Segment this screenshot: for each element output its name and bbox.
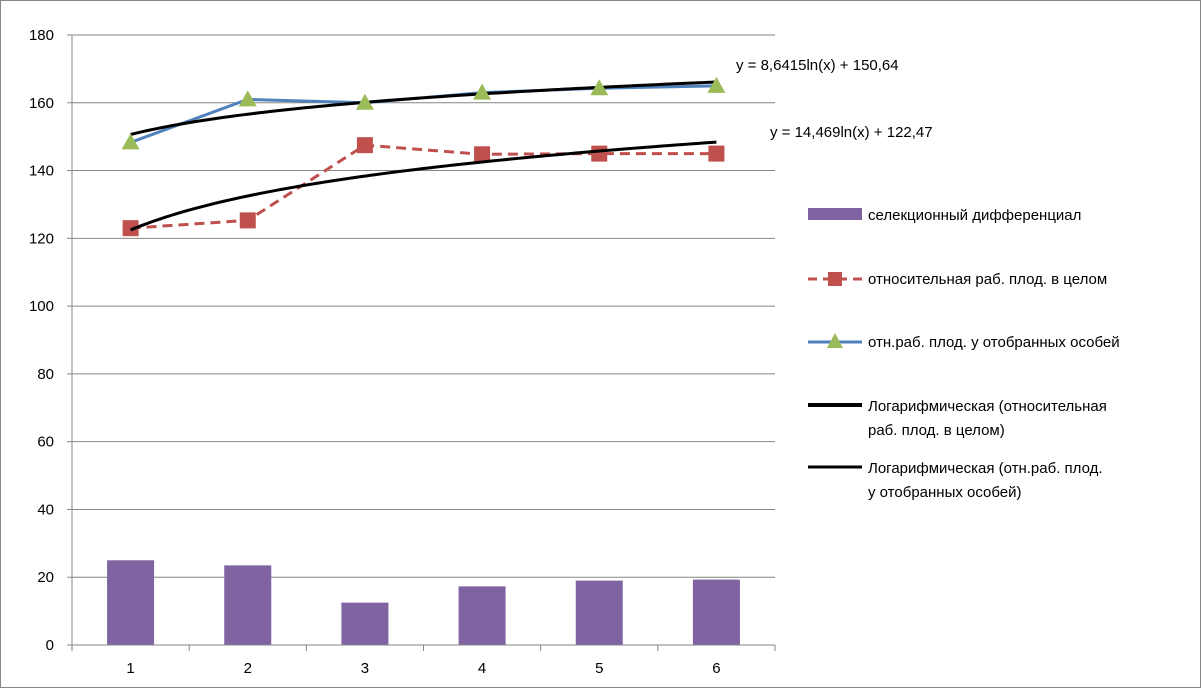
triangle-marker [355,93,374,110]
y-tick-label: 100 [29,298,54,315]
legend-label-trend-overall: Логарифмическая (относительная раб. плод.… [868,398,1107,439]
x-tick-label: 5 [595,660,603,677]
tick-labels: 0 20 40 60 80 100 120 140 160 180 1 2 3 4 5 6 y = 8,6415… [29,27,933,677]
triangle-marker [121,133,140,150]
legend-label-overall: относительная раб. плод. в целом [868,271,1107,288]
trendlines [121,76,726,232]
square-marker [356,137,373,154]
y-tick-label: 60 [37,434,54,451]
series-line-overall [130,143,717,230]
x-tick-label: 3 [361,660,369,677]
y-tick-label: 140 [29,163,54,180]
x-tick-label: 1 [126,660,134,677]
square-marker [122,220,139,237]
axes [67,34,776,651]
square-marker [591,145,608,162]
square-marker [708,145,725,162]
legend-label-selected: отн.раб. плод. у отобранных особей [868,334,1120,351]
trendline-equation-overall: y = 14,469ln(x) + 122,47 [770,124,933,141]
triangle-marker [590,79,609,96]
gridlines [72,34,775,578]
x-tick-label: 4 [478,660,486,677]
triangle-marker [707,76,726,93]
y-tick-label: 160 [29,95,54,112]
triangle-marker [238,90,257,107]
y-tick-label: 80 [37,366,54,383]
x-tick-label: 6 [712,660,720,677]
line-series [122,84,725,237]
bar [575,580,623,645]
legend: селекционный дифференциал относительная р… [808,207,1120,501]
legend-square-marker [828,272,842,286]
y-tick-label: 20 [37,569,54,586]
trendline-overall [130,140,717,232]
bar [224,565,272,645]
series-line-selected [130,84,717,144]
y-tick-label: 0 [46,637,54,654]
trendline-selected [130,80,717,136]
triangle-marker [473,83,492,100]
legend-label-trend-selected: Логарифмическая (отн.раб. плод. у отобран… [868,460,1103,501]
bar [692,579,740,645]
legend-label-bar: селекционный дифференциал [868,207,1081,224]
legend-triangle-marker [827,333,843,348]
y-tick-label: 40 [37,501,54,518]
bar [458,586,506,645]
y-tick-label: 120 [29,230,54,247]
square-marker [474,146,491,163]
bar [341,602,389,645]
x-tick-label: 2 [244,660,252,677]
trendline-equation-selected: y = 8,6415ln(x) + 150,64 [736,57,899,74]
y-tick-label: 180 [29,27,54,44]
bar-series [107,560,740,645]
legend-swatch-bar [808,208,862,220]
bar [107,560,155,645]
square-marker [239,212,256,229]
